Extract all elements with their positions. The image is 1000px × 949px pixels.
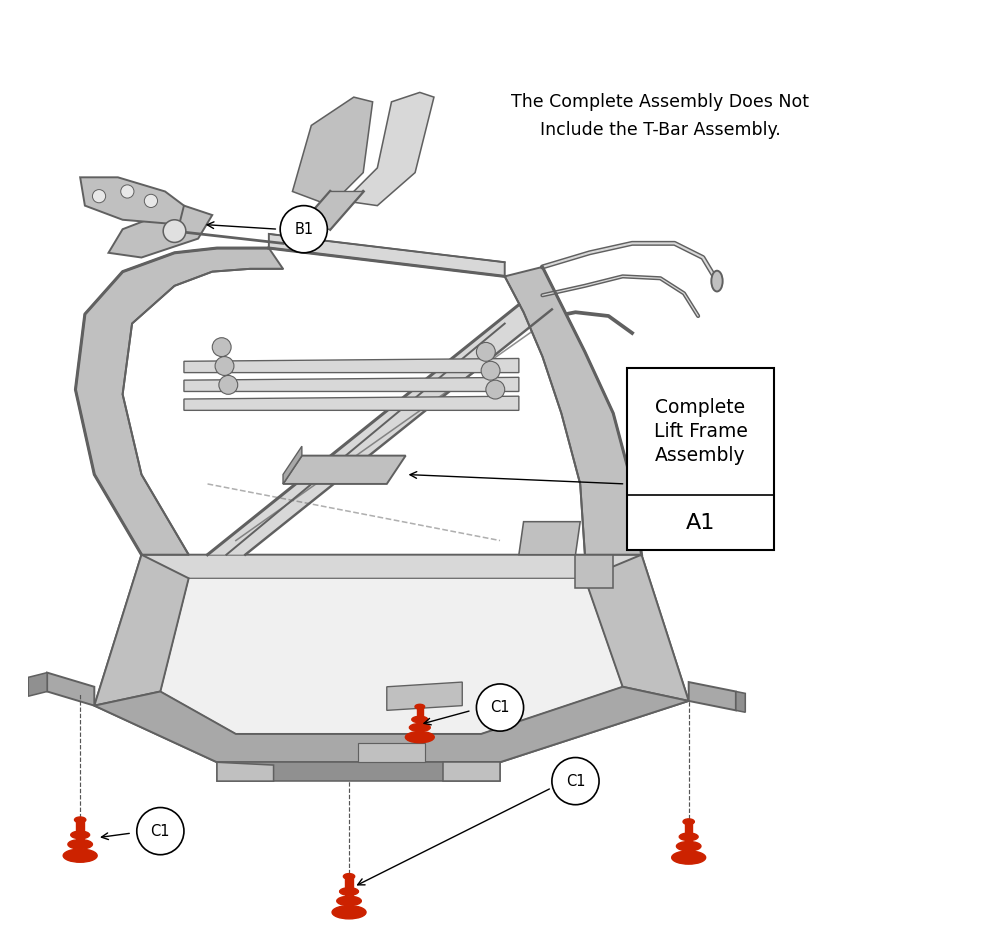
Ellipse shape bbox=[343, 874, 355, 879]
Text: Complete
Lift Frame
Assembly: Complete Lift Frame Assembly bbox=[654, 398, 747, 465]
Polygon shape bbox=[217, 762, 500, 781]
Text: A1: A1 bbox=[686, 512, 715, 532]
Polygon shape bbox=[443, 762, 500, 781]
Polygon shape bbox=[184, 359, 519, 373]
Bar bbox=[685, 822, 692, 841]
Circle shape bbox=[137, 808, 184, 855]
Polygon shape bbox=[108, 206, 212, 257]
Polygon shape bbox=[217, 762, 274, 781]
Ellipse shape bbox=[68, 840, 92, 849]
Ellipse shape bbox=[412, 716, 428, 723]
Text: C1: C1 bbox=[151, 824, 170, 839]
Circle shape bbox=[552, 757, 599, 805]
Ellipse shape bbox=[405, 732, 434, 743]
Circle shape bbox=[476, 343, 495, 362]
Polygon shape bbox=[160, 578, 623, 734]
Polygon shape bbox=[94, 687, 689, 762]
Circle shape bbox=[92, 190, 106, 203]
Circle shape bbox=[481, 362, 500, 381]
Polygon shape bbox=[283, 446, 302, 484]
Polygon shape bbox=[184, 378, 519, 392]
Circle shape bbox=[163, 220, 186, 242]
Bar bbox=[345, 877, 353, 895]
Circle shape bbox=[144, 195, 158, 208]
Ellipse shape bbox=[672, 851, 706, 865]
Polygon shape bbox=[344, 92, 434, 206]
Text: C1: C1 bbox=[566, 773, 585, 789]
Polygon shape bbox=[387, 682, 462, 711]
Polygon shape bbox=[519, 522, 580, 555]
Circle shape bbox=[280, 206, 327, 252]
Polygon shape bbox=[269, 233, 505, 276]
Text: The Complete Assembly Does Not: The Complete Assembly Does Not bbox=[511, 93, 809, 111]
Ellipse shape bbox=[409, 723, 430, 732]
Ellipse shape bbox=[676, 842, 701, 851]
Circle shape bbox=[212, 338, 231, 357]
Ellipse shape bbox=[340, 887, 358, 895]
Bar bbox=[417, 707, 423, 723]
Text: C1: C1 bbox=[490, 700, 510, 715]
Ellipse shape bbox=[679, 833, 698, 841]
Ellipse shape bbox=[71, 831, 90, 839]
Bar bbox=[627, 368, 774, 550]
Polygon shape bbox=[75, 248, 283, 555]
Polygon shape bbox=[575, 555, 613, 587]
Ellipse shape bbox=[63, 849, 97, 863]
Ellipse shape bbox=[332, 905, 366, 919]
Polygon shape bbox=[505, 267, 642, 555]
Circle shape bbox=[486, 381, 505, 399]
Ellipse shape bbox=[75, 817, 86, 823]
Bar bbox=[76, 820, 84, 839]
Ellipse shape bbox=[415, 704, 425, 709]
Ellipse shape bbox=[683, 819, 694, 825]
Polygon shape bbox=[283, 456, 406, 484]
Polygon shape bbox=[585, 555, 689, 701]
Polygon shape bbox=[297, 192, 363, 230]
Text: B1: B1 bbox=[294, 222, 313, 236]
Text: Include the T-Bar Assembly.: Include the T-Bar Assembly. bbox=[540, 121, 781, 140]
Polygon shape bbox=[28, 673, 47, 697]
Circle shape bbox=[121, 185, 134, 198]
Circle shape bbox=[215, 357, 234, 376]
Polygon shape bbox=[358, 743, 425, 762]
Polygon shape bbox=[689, 682, 736, 711]
Polygon shape bbox=[208, 305, 552, 555]
Polygon shape bbox=[184, 396, 519, 410]
Circle shape bbox=[476, 684, 524, 731]
Circle shape bbox=[219, 376, 238, 394]
Polygon shape bbox=[94, 555, 689, 762]
Polygon shape bbox=[94, 555, 189, 706]
Polygon shape bbox=[292, 97, 373, 206]
Polygon shape bbox=[80, 177, 184, 225]
Polygon shape bbox=[736, 692, 745, 713]
Ellipse shape bbox=[337, 896, 361, 905]
Polygon shape bbox=[47, 673, 94, 706]
Ellipse shape bbox=[711, 270, 723, 291]
